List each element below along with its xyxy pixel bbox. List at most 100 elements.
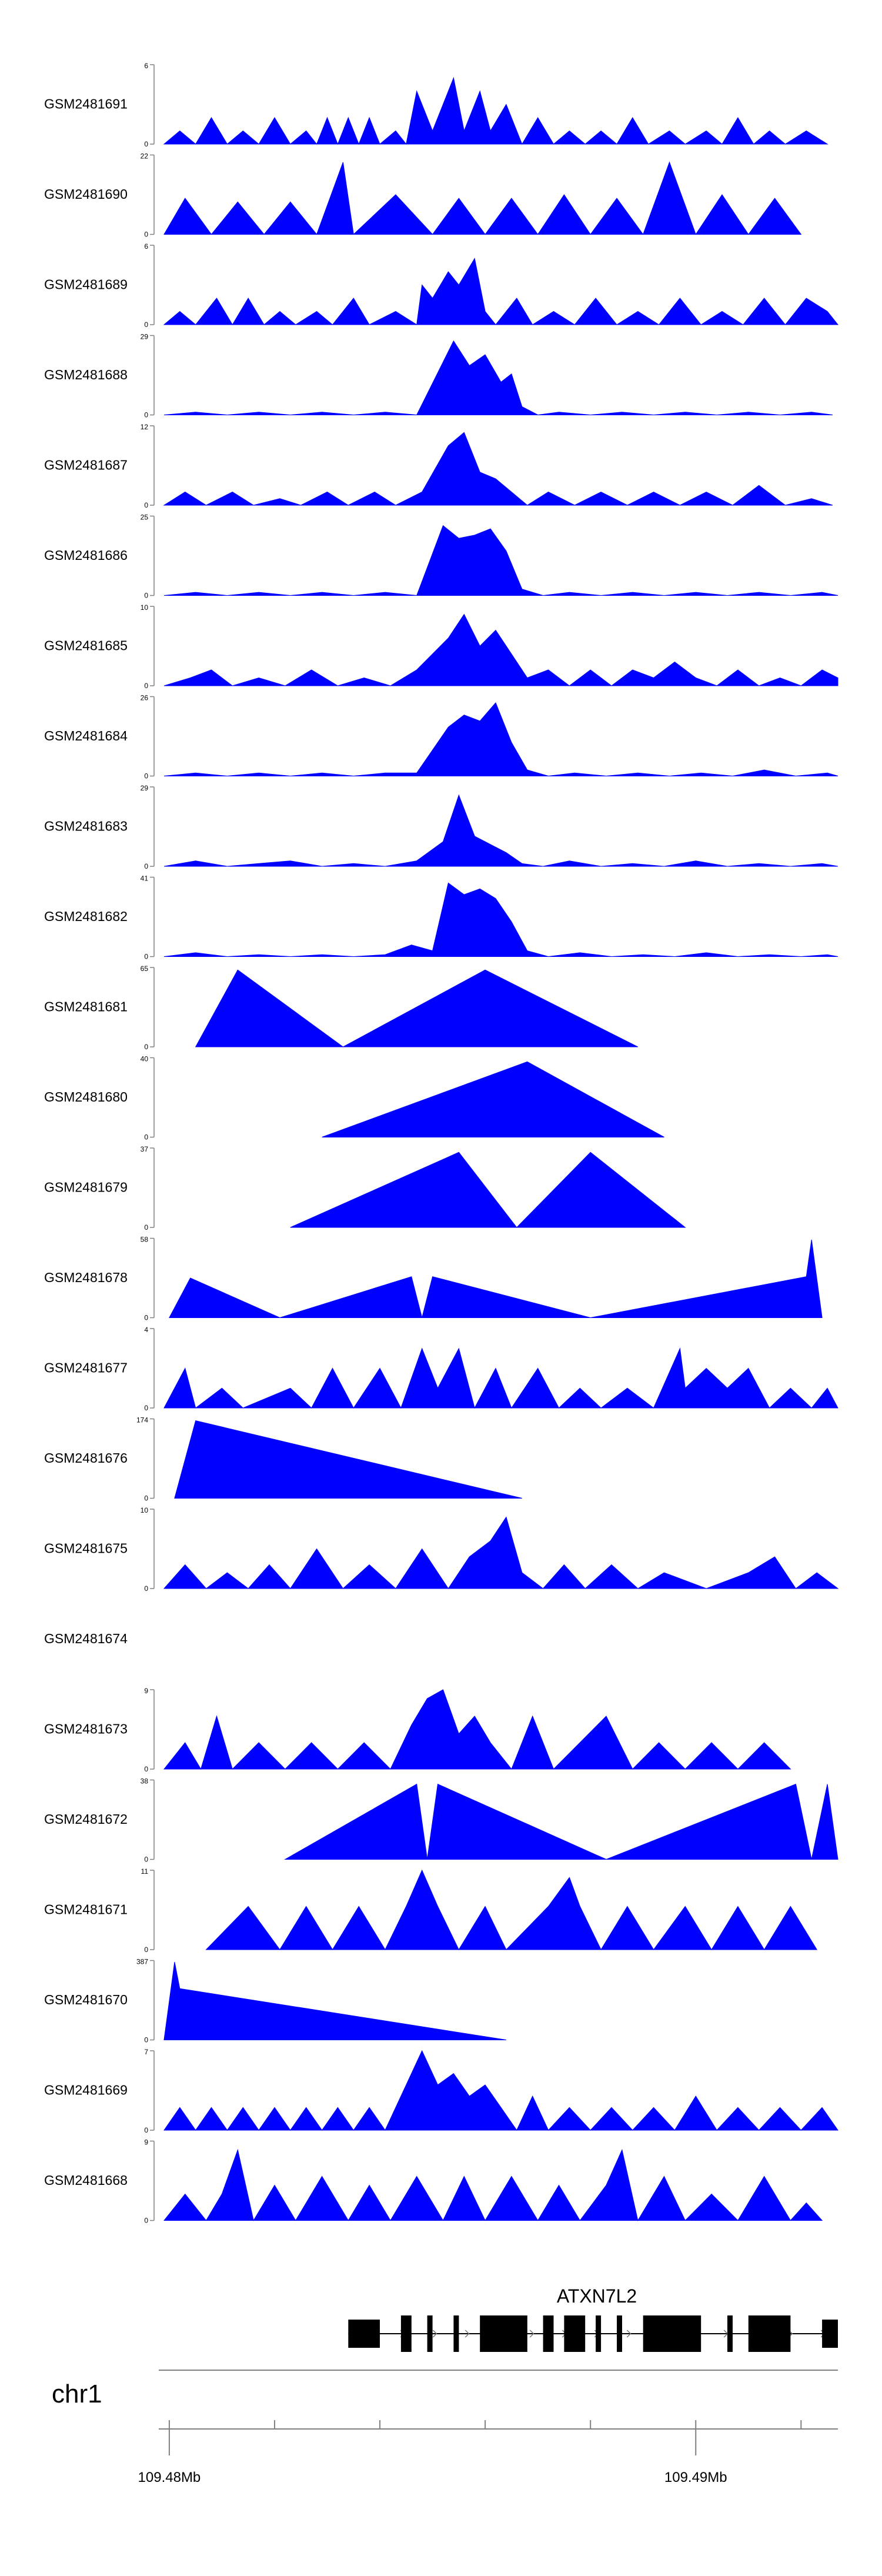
track-GSM2481670: GSM2481670 387 0: [44, 1958, 506, 2044]
track-GSM2481681: GSM2481681 65 0: [44, 965, 639, 1051]
exon: [400, 2315, 412, 2352]
track-GSM2481668: GSM2481668 9 0: [44, 2138, 823, 2225]
track-label: GSM2481686: [44, 548, 128, 563]
y-zero-label: 0: [144, 953, 148, 961]
y-max-label: 41: [141, 875, 149, 883]
track-label: GSM2481679: [44, 1180, 128, 1195]
coverage-area: [163, 2050, 838, 2131]
exon: [543, 2315, 554, 2352]
track-GSM2481673: GSM2481673 9 0: [44, 1687, 791, 1773]
coverage-area: [163, 794, 838, 867]
track-GSM2481687: GSM2481687 12 0: [44, 423, 833, 509]
track-label: GSM2481671: [44, 1902, 128, 1917]
coverage-area: [163, 161, 802, 235]
track-label: GSM2481670: [44, 1992, 128, 2007]
y-max-label: 38: [141, 1777, 149, 1786]
coverage-area: [290, 1152, 686, 1228]
tick-label: 109.49Mb: [664, 2470, 727, 2485]
exon: [453, 2315, 459, 2352]
track-GSM2481678: GSM2481678 58 0: [44, 1236, 823, 1322]
track-label: GSM2481669: [44, 2083, 128, 2098]
y-max-label: 12: [141, 423, 149, 431]
track-GSM2481688: GSM2481688 29 0: [44, 333, 833, 419]
track-GSM2481674: GSM2481674: [44, 1631, 128, 1646]
y-max-label: 40: [141, 1055, 149, 1063]
track-label: GSM2481675: [44, 1541, 128, 1556]
track-label: GSM2481678: [44, 1270, 128, 1285]
track-label: GSM2481688: [44, 367, 128, 382]
coverage-area: [163, 1689, 791, 1770]
y-max-label: 58: [141, 1236, 149, 1244]
y-zero-label: 0: [144, 140, 148, 148]
track-label: GSM2481687: [44, 458, 128, 473]
coverage-area: [169, 1239, 823, 1319]
strand-arrow: [465, 2330, 470, 2338]
y-max-label: 29: [141, 333, 149, 341]
y-max-label: 10: [141, 603, 149, 612]
y-zero-label: 0: [144, 1494, 148, 1503]
track-label: GSM2481683: [44, 819, 128, 834]
exon: [748, 2315, 791, 2352]
coverage-area: [163, 882, 838, 957]
strand-arrow: [432, 2330, 437, 2338]
y-max-label: 9: [144, 2138, 148, 2147]
track-label: GSM2481690: [44, 186, 128, 202]
y-zero-label: 0: [144, 411, 148, 419]
track-GSM2481682: GSM2481682 41 0: [44, 875, 838, 961]
exon: [727, 2315, 733, 2352]
y-zero-label: 0: [144, 1946, 148, 1954]
exon: [348, 2320, 380, 2348]
track-label: GSM2481691: [44, 96, 128, 112]
track-GSM2481686: GSM2481686 25 0: [44, 513, 838, 600]
y-zero-label: 0: [144, 1314, 148, 1322]
y-max-label: 11: [141, 1867, 149, 1876]
exon: [427, 2315, 433, 2352]
y-max-label: 9: [144, 1687, 148, 1695]
coverage-area: [163, 2148, 823, 2221]
track-GSM2481672: GSM2481672 38 0: [44, 1777, 838, 1864]
y-zero-label: 0: [144, 592, 148, 600]
track-label: GSM2481668: [44, 2173, 128, 2188]
coverage-area: [163, 525, 838, 596]
y-zero-label: 0: [144, 1223, 148, 1232]
y-max-label: 6: [144, 242, 148, 251]
y-max-label: 4: [144, 1326, 148, 1334]
track-GSM2481690: GSM2481690 22 0: [44, 152, 802, 239]
gene-name-label: ATXN7L2: [557, 2285, 637, 2307]
y-zero-label: 0: [144, 321, 148, 329]
genome-axis: chr1 109.48Mb 109.49Mb: [52, 2370, 838, 2485]
coverage-area: [163, 432, 833, 506]
y-zero-label: 0: [144, 1856, 148, 1864]
y-max-label: 10: [141, 1506, 149, 1514]
track-GSM2481679: GSM2481679 37 0: [44, 1145, 686, 1232]
gene-track: ATXN7L2: [348, 2285, 838, 2352]
track-GSM2481677: GSM2481677 4 0: [44, 1326, 838, 1412]
y-zero-label: 0: [144, 1043, 148, 1051]
y-zero-label: 0: [144, 501, 148, 509]
y-max-label: 22: [141, 152, 149, 161]
coverage-area: [322, 1061, 664, 1137]
y-zero-label: 0: [144, 2217, 148, 2225]
strand-arrow: [529, 2330, 534, 2338]
track-label: GSM2481685: [44, 638, 128, 653]
coverage-area: [163, 1516, 839, 1589]
exon: [596, 2315, 602, 2352]
track-label: GSM2481674: [44, 1631, 128, 1646]
coverage-area: [284, 1783, 838, 1860]
y-max-label: 174: [136, 1416, 148, 1424]
coverage-area: [163, 258, 839, 325]
y-max-label: 25: [141, 513, 149, 522]
track-GSM2481669: GSM2481669 7 0: [44, 2048, 838, 2134]
gene-exons: [348, 2315, 838, 2352]
track-label: GSM2481684: [44, 728, 128, 743]
track-label: GSM2481689: [44, 277, 128, 292]
track-label: GSM2481682: [44, 909, 128, 924]
y-zero-label: 0: [144, 2036, 148, 2044]
track-GSM2481675: GSM2481675 10 0: [44, 1506, 839, 1593]
track-label: GSM2481672: [44, 1811, 128, 1827]
y-zero-label: 0: [144, 682, 148, 690]
track-GSM2481684: GSM2481684 26 0: [44, 694, 838, 780]
track-GSM2481685: GSM2481685 10 0: [44, 603, 838, 690]
y-zero-label: 0: [144, 1404, 148, 1412]
y-max-label: 7: [144, 2048, 148, 2056]
